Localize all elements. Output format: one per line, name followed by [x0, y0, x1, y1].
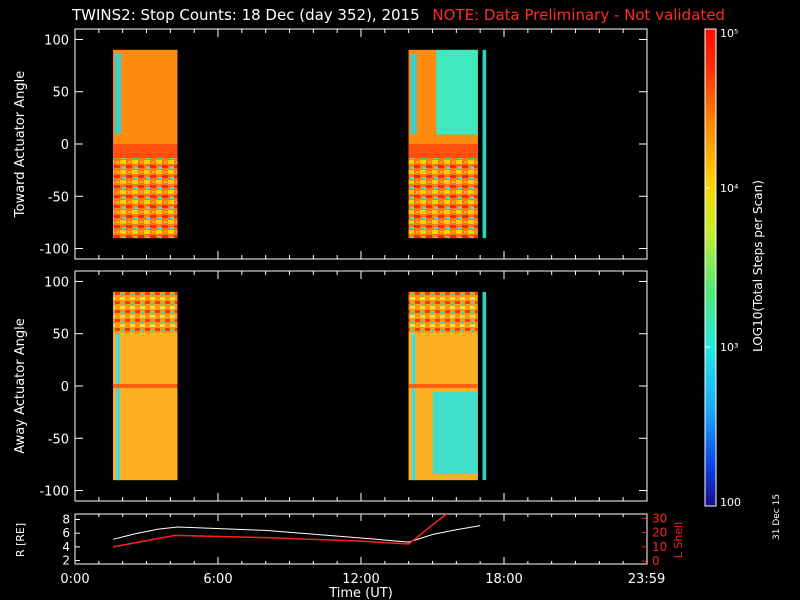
y-tick-label: 0: [61, 380, 69, 395]
heat-fringe: [113, 144, 178, 239]
heat-band: [113, 384, 178, 388]
x-tick-label: 23:59: [628, 572, 665, 587]
y-tick-label: 100: [44, 33, 69, 48]
orbit-left-ylabel: R [RE]: [14, 523, 27, 557]
chart-title: TWINS2: Stop Counts: 18 Dec (day 352), 2…: [72, 6, 725, 24]
heat-band: [408, 384, 478, 388]
toward-ylabel: Toward Actuator Angle: [13, 71, 28, 218]
away-ylabel: Away Actuator Angle: [13, 318, 28, 453]
heat-streak: [411, 333, 416, 481]
y-tick-label: -50: [48, 432, 69, 447]
x-tick-label: 18:00: [485, 572, 522, 587]
x-tick-label: 0:00: [60, 572, 89, 587]
colorbar-tick-label: 10⁴: [720, 182, 739, 195]
lshell-line: [112, 513, 448, 548]
colorbar-tick-label: 100: [720, 496, 741, 509]
heat-strip: [482, 291, 487, 481]
title-note: NOTE: Data Preliminary - Not validated: [432, 6, 725, 24]
orbit-right-tick-label: 10: [652, 540, 667, 554]
heat-streak: [116, 333, 121, 481]
y-tick-label: -100: [39, 485, 69, 500]
colorbar: [704, 28, 717, 507]
away-heatmap: [113, 291, 487, 481]
r-line: [112, 525, 481, 543]
y-tick-label: 50: [52, 328, 69, 343]
orbit-left-tick-label: 2: [62, 554, 70, 568]
heat-upper: [113, 49, 178, 145]
heat-strip: [482, 49, 487, 239]
axes: -100-50050100-100-50050100246801020300:0…: [39, 29, 667, 587]
orbit-right-tick-label: 20: [652, 526, 667, 540]
colorbar-tick-label: 10³: [720, 341, 738, 354]
heat-fringe: [408, 291, 478, 334]
heat-fringe: [408, 144, 478, 239]
orbit-right-tick-label: 30: [652, 511, 667, 525]
orbit-right-ylabel: L Shell: [672, 522, 685, 558]
colorbar-label: LOG10(Total Steps per Scan): [751, 180, 765, 352]
colorbar-tick-label: 10⁵: [720, 27, 738, 40]
heat-cyan: [436, 49, 478, 135]
orbit-right-tick-label: 0: [652, 554, 660, 568]
title-main: TWINS2: Stop Counts: 18 Dec (day 352), 2…: [72, 6, 420, 24]
orbit-panel-frame: [74, 513, 648, 565]
x-tick-label: 6:00: [203, 572, 232, 587]
x-axis-label: Time (UT): [328, 586, 393, 600]
y-tick-label: -50: [48, 190, 69, 205]
y-tick-label: 100: [44, 275, 69, 290]
heat-streak: [410, 53, 417, 134]
orbit-left-tick-label: 8: [62, 512, 70, 526]
colorbar-ticks: 100 10³ 10⁴ 10⁵: [705, 27, 741, 509]
y-tick-label: 0: [61, 138, 69, 153]
date-stamp: 31 Dec 15: [772, 493, 782, 540]
heat-lower: [113, 333, 178, 481]
orbit-left-tick-label: 6: [62, 526, 70, 540]
heat-band: [408, 144, 478, 158]
y-tick-label: -100: [39, 243, 69, 258]
heat-fringe: [113, 291, 178, 334]
orbit-left-tick-label: 4: [62, 540, 70, 554]
x-tick-label: 12:00: [342, 572, 379, 587]
orbit-lines: [112, 513, 481, 548]
heat-cyan: [432, 392, 478, 475]
heat-band: [113, 144, 178, 158]
toward-heatmap: [113, 49, 487, 239]
y-tick-label: 50: [52, 86, 69, 101]
heat-streak: [115, 53, 122, 134]
